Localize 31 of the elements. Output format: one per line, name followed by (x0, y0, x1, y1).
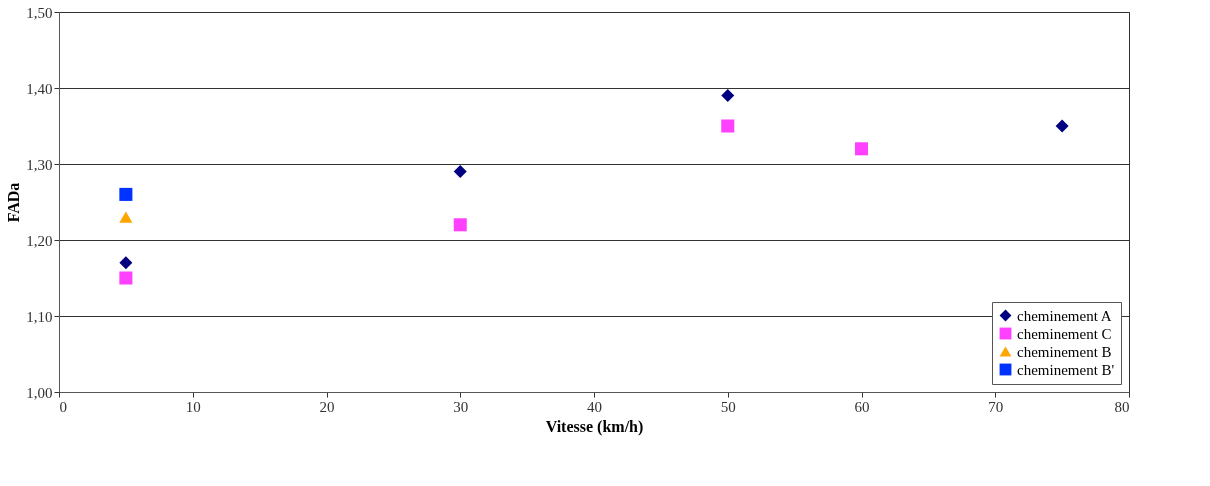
y-tick-label: 1,10 (26, 308, 53, 325)
legend-label: cheminement B' (1017, 361, 1115, 378)
y-tick-label: 1,50 (26, 4, 53, 21)
x-tick-label: 40 (587, 398, 602, 415)
legend-label: cheminement C (1017, 325, 1112, 342)
x-tick-label: 0 (59, 398, 67, 415)
point (854, 142, 869, 156)
point (119, 187, 133, 201)
x-axis-title: Vitesse (km/h) (545, 417, 644, 436)
legend-label: cheminement A (1017, 307, 1112, 324)
point (721, 89, 735, 103)
x-tick-label: 10 (185, 398, 201, 415)
y-tick-label: 1,30 (26, 156, 53, 173)
x-tick-label: 50 (720, 398, 736, 415)
x-tick-label: 20 (319, 398, 335, 415)
point (453, 218, 467, 232)
point (119, 256, 133, 270)
x-tick-label: 60 (854, 398, 870, 415)
y-axis-title: FADa (5, 182, 23, 223)
y-tick-label: 1,40 (26, 80, 53, 97)
point (721, 119, 735, 133)
point (1055, 119, 1069, 133)
y-tick-label: 1,20 (26, 232, 53, 249)
x-tick-label: 70 (988, 398, 1004, 415)
point (453, 165, 467, 179)
y-tick-label: 1,00 (26, 384, 53, 401)
point (119, 271, 133, 285)
legend-label: cheminement B (1017, 343, 1112, 360)
point (119, 211, 133, 223)
x-tick-label: 80 (1114, 398, 1130, 415)
x-tick-label: 30 (453, 398, 469, 415)
